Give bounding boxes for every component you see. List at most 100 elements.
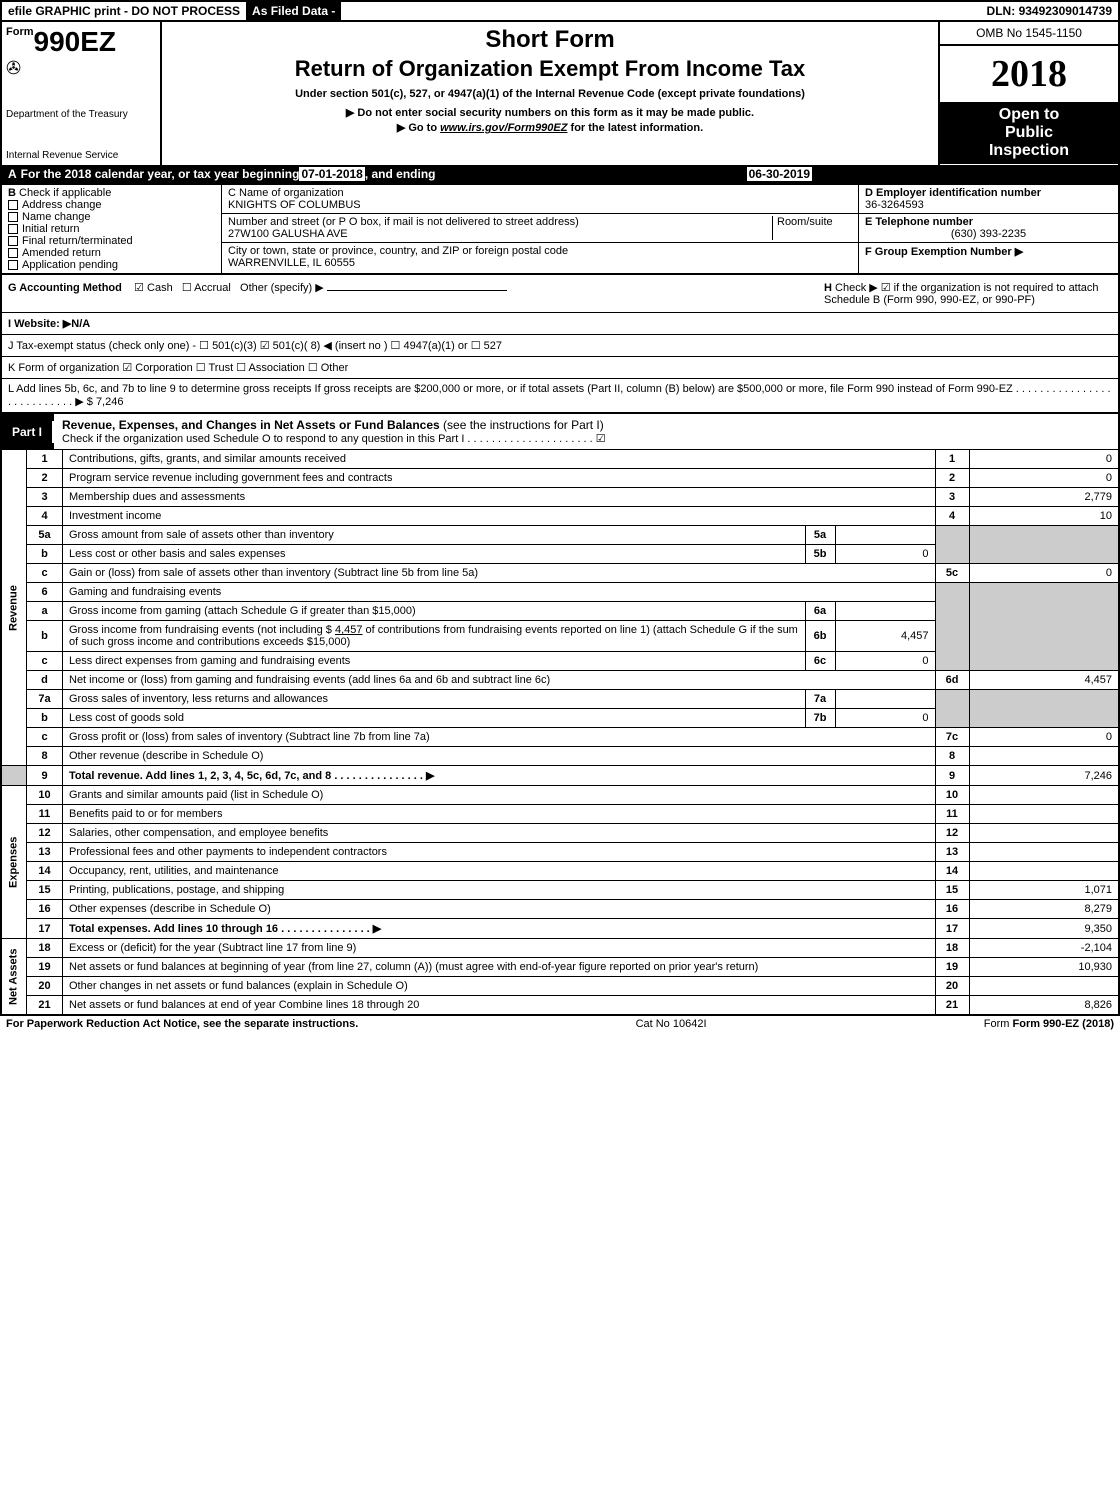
line-5b-desc: Less cost or other basis and sales expen…	[63, 545, 806, 564]
short-form-title: Short Form	[170, 26, 930, 54]
org-address: 27W100 GALUSHA AVE	[228, 228, 772, 240]
phone-value: (630) 393-2235	[865, 228, 1112, 240]
omb-number: OMB No 1545-1150	[940, 22, 1118, 46]
room-suite-label: Room/suite	[772, 216, 852, 240]
line-20-desc: Other changes in net assets or fund bala…	[63, 977, 936, 996]
checkbox-amended-return[interactable]	[8, 248, 18, 258]
line-7a-subamt	[835, 690, 935, 709]
checkbox-name-change[interactable]	[8, 212, 18, 222]
dln: DLN: 93492309014739	[981, 2, 1118, 20]
checkbox-initial-return[interactable]	[8, 224, 18, 234]
col-c-org: C Name of organization KNIGHTS OF COLUMB…	[222, 185, 858, 273]
accounting-method-label: G Accounting Method	[8, 282, 122, 294]
line-7a-desc: Gross sales of inventory, less returns a…	[63, 690, 806, 709]
row-l-gross-receipts: L Add lines 5b, 6c, and 7b to line 9 to …	[0, 379, 1120, 414]
line-16-amount: 8,279	[969, 900, 1119, 919]
pointer-ssn: ▶ Do not enter social security numbers o…	[170, 106, 930, 119]
line-11-amount	[969, 805, 1119, 824]
h-label: H	[824, 282, 832, 294]
netassets-section-label: Net Assets	[1, 939, 27, 1015]
org-city: WARRENVILLE, IL 60555	[228, 257, 852, 269]
row-j-tax-exempt: J Tax-exempt status (check only one) - ☐…	[0, 335, 1120, 357]
line-6-desc: Gaming and fundraising events	[63, 583, 936, 602]
org-name: KNIGHTS OF COLUMBUS	[228, 199, 852, 211]
as-filed-label: As Filed Data -	[246, 2, 341, 20]
part-1-title: Revenue, Expenses, and Changes in Net As…	[62, 418, 440, 432]
treasury-seal-icon: ✇	[6, 58, 156, 79]
line-14-amount	[969, 862, 1119, 881]
line-17-desc: Total expenses. Add lines 10 through 16 …	[63, 919, 936, 939]
line-21-desc: Net assets or fund balances at end of ye…	[63, 996, 936, 1015]
line-13-amount	[969, 843, 1119, 862]
line-11-desc: Benefits paid to or for members	[63, 805, 936, 824]
line-6b-subamt: 4,457	[835, 621, 935, 652]
line-18-desc: Excess or (deficit) for the year (Subtra…	[63, 939, 936, 958]
accrual-checkbox[interactable]: ☐ Accrual	[182, 282, 231, 294]
footer-right: Form Form 990-EZ (2018)	[984, 1018, 1114, 1030]
line-7c-amount: 0	[969, 728, 1119, 747]
revenue-section-label: Revenue	[1, 450, 27, 766]
line-15-amount: 1,071	[969, 881, 1119, 900]
checkbox-application-pending[interactable]	[8, 260, 18, 270]
irs-label: Internal Revenue Service	[6, 150, 156, 161]
line-16-desc: Other expenses (describe in Schedule O)	[63, 900, 936, 919]
open-to-public: Open to Public Inspection	[940, 102, 1118, 164]
dept-label: Department of the Treasury	[6, 109, 156, 120]
col-b-checkboxes: B Check if applicable Address change Nam…	[2, 185, 222, 273]
addr-label: Number and street (or P O box, if mail i…	[228, 216, 772, 228]
city-label: City or town, state or province, country…	[228, 245, 852, 257]
line-1-amount: 0	[969, 450, 1119, 469]
row-i-website: I Website: ▶N/A	[0, 313, 1120, 335]
line-7b-subamt: 0	[835, 709, 935, 728]
row-a-tax-year: A For the 2018 calendar year, or tax yea…	[0, 165, 1120, 185]
checkbox-final-return[interactable]	[8, 236, 18, 246]
tax-year: 2018	[940, 46, 1118, 102]
org-name-label: C Name of organization	[228, 187, 852, 199]
line-19-desc: Net assets or fund balances at beginning…	[63, 958, 936, 977]
line-18-amount: -2,104	[969, 939, 1119, 958]
line-7c-desc: Gross profit or (loss) from sales of inv…	[63, 728, 936, 747]
group-exemption-label: F Group Exemption Number ▶	[865, 245, 1112, 258]
line-5a-subamt	[835, 526, 935, 545]
efile-label: efile GRAPHIC print - DO NOT PROCESS	[2, 2, 246, 20]
form-header: Form990EZ ✇ Department of the Treasury I…	[0, 22, 1120, 165]
line-2-amount: 0	[969, 469, 1119, 488]
line-8-desc: Other revenue (describe in Schedule O)	[63, 747, 936, 766]
line-6b-desc: Gross income from fundraising events (no…	[63, 621, 806, 652]
line-17-amount: 9,350	[969, 919, 1119, 939]
top-bar: efile GRAPHIC print - DO NOT PROCESS As …	[0, 0, 1120, 22]
line-19-amount: 10,930	[969, 958, 1119, 977]
phone-label: E Telephone number	[865, 216, 1112, 228]
line-12-desc: Salaries, other compensation, and employ…	[63, 824, 936, 843]
page-footer: For Paperwork Reduction Act Notice, see …	[0, 1015, 1120, 1032]
line-1-desc: Contributions, gifts, grants, and simila…	[63, 450, 936, 469]
line-5a-desc: Gross amount from sale of assets other t…	[63, 526, 806, 545]
line-8-amount	[969, 747, 1119, 766]
form-subtitle: Under section 501(c), 527, or 4947(a)(1)…	[170, 88, 930, 100]
line-4-desc: Investment income	[63, 507, 936, 526]
line-5c-amount: 0	[969, 564, 1119, 583]
line-3-amount: 2,779	[969, 488, 1119, 507]
h-text: Check ▶ ☑ if the organization is not req…	[824, 282, 1099, 306]
line-6d-desc: Net income or (loss) from gaming and fun…	[63, 671, 936, 690]
line-1-no: 1	[27, 450, 63, 469]
line-5c-desc: Gain or (loss) from sale of assets other…	[63, 564, 936, 583]
line-21-amount: 8,826	[969, 996, 1119, 1015]
line-6c-desc: Less direct expenses from gaming and fun…	[63, 652, 806, 671]
line-7b-desc: Less cost of goods sold	[63, 709, 806, 728]
cash-checkbox[interactable]: ☑ Cash	[134, 282, 173, 294]
part-1-table: Revenue 1 Contributions, gifts, grants, …	[0, 449, 1120, 1015]
form-number: Form990EZ	[6, 26, 156, 58]
line-14-desc: Occupancy, rent, utilities, and maintena…	[63, 862, 936, 881]
line-2-desc: Program service revenue including govern…	[63, 469, 936, 488]
checkbox-address-change[interactable]	[8, 200, 18, 210]
footer-mid: Cat No 10642I	[636, 1018, 707, 1030]
line-6a-subamt	[835, 602, 935, 621]
other-method: Other (specify) ▶	[240, 282, 324, 294]
line-9-desc: Total revenue. Add lines 1, 2, 3, 4, 5c,…	[63, 766, 936, 786]
line-15-desc: Printing, publications, postage, and shi…	[63, 881, 936, 900]
line-6a-desc: Gross income from gaming (attach Schedul…	[63, 602, 806, 621]
part-1-check-text: Check if the organization used Schedule …	[62, 432, 1110, 445]
ein-value: 36-3264593	[865, 199, 1112, 211]
line-9-amount: 7,246	[969, 766, 1119, 786]
